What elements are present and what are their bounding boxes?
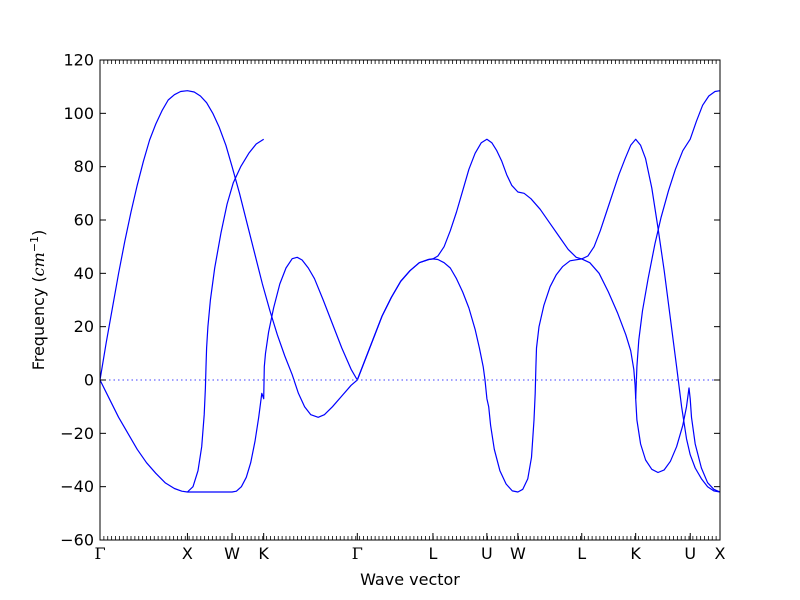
- y-tick-label: 100: [63, 104, 94, 123]
- y-tick-label: 60: [74, 211, 94, 230]
- y-axis-title-suffix: ): [29, 230, 48, 236]
- y-axis-title: Frequency (cm−1): [28, 230, 48, 371]
- x-tick-label: W: [224, 544, 240, 563]
- y-axis-title-unit: cm: [29, 252, 48, 276]
- x-tick-label: W: [510, 544, 526, 563]
- y-tick-label: 80: [74, 157, 94, 176]
- series-line-2: [99, 256, 721, 493]
- x-tick-label: U: [684, 544, 696, 563]
- y-axis-title-exponent: −1: [28, 236, 41, 252]
- series-lines: [99, 90, 721, 493]
- series-line-4: [635, 90, 721, 399]
- series-line-1: [99, 90, 721, 493]
- x-tick-label: K: [630, 544, 641, 563]
- x-tick-label: Γ: [352, 544, 363, 563]
- x-tick-label: K: [258, 544, 269, 563]
- x-tick-label: U: [481, 544, 493, 563]
- y-tick-label: −40: [60, 477, 94, 496]
- x-axis-title: Wave vector: [360, 570, 460, 589]
- y-tick-labels: −60 −40 −20 0 20 40 60 80 100 120: [60, 51, 94, 550]
- y-tick-label: 120: [63, 51, 94, 70]
- y-tick-label: −20: [60, 424, 94, 443]
- x-tick-label: L: [577, 544, 586, 563]
- y-tick-label: 40: [74, 264, 94, 283]
- series-line-3: [186, 138, 265, 493]
- axis-ticks: [99, 59, 721, 541]
- y-tick-label: −60: [60, 531, 94, 550]
- y-tick-label: 0: [84, 371, 94, 390]
- x-tick-label: X: [715, 544, 726, 563]
- x-tick-label: Γ: [94, 544, 105, 563]
- y-axis-title-prefix: Frequency (: [29, 276, 48, 370]
- x-tick-label: L: [428, 544, 437, 563]
- y-tick-label: 20: [74, 317, 94, 336]
- x-tick-label: X: [182, 544, 193, 563]
- plot-frame: [99, 59, 721, 541]
